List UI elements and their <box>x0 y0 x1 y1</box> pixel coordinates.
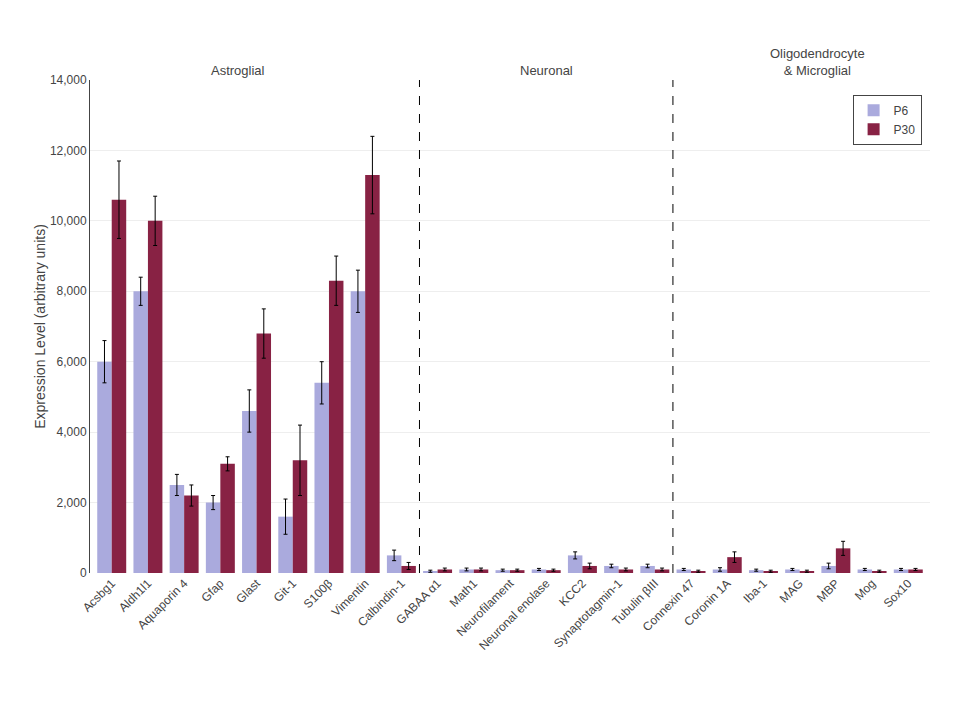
svg-text:4,000: 4,000 <box>57 425 87 439</box>
svg-text:Acsbg1: Acsbg1 <box>80 576 118 614</box>
svg-text:Aldh1l1: Aldh1l1 <box>116 576 154 614</box>
svg-text:Glast: Glast <box>233 576 263 606</box>
svg-text:Git-1: Git-1 <box>271 576 300 605</box>
svg-text:Connexin 47: Connexin 47 <box>640 576 698 634</box>
svg-text:MBP: MBP <box>814 576 842 604</box>
svg-text:Vimentin: Vimentin <box>329 576 372 619</box>
svg-text:12,000: 12,000 <box>50 144 87 158</box>
svg-text:Gfap: Gfap <box>198 576 227 605</box>
svg-text:Sox10: Sox10 <box>881 576 915 610</box>
svg-text:Coronin 1A: Coronin 1A <box>681 576 733 628</box>
svg-text:14,000: 14,000 <box>50 73 87 87</box>
svg-text:GABAA α1: GABAA α1 <box>393 576 444 627</box>
svg-text:Neurofilament: Neurofilament <box>454 576 517 639</box>
svg-text:Synaptotagmin-1: Synaptotagmin-1 <box>551 576 625 650</box>
svg-text:Iba-1: Iba-1 <box>741 576 770 605</box>
svg-text:8,000: 8,000 <box>57 284 87 298</box>
svg-text:Mog: Mog <box>852 576 878 602</box>
svg-text:KCC2: KCC2 <box>556 576 589 609</box>
svg-text:Expression Level (arbitrary un: Expression Level (arbitrary units) <box>32 224 48 429</box>
svg-text:Neuronal enolase: Neuronal enolase <box>476 576 553 653</box>
svg-text:MAG: MAG <box>777 576 806 605</box>
svg-text:Calbindin-1: Calbindin-1 <box>355 576 408 629</box>
svg-text:Tubulin βIII: Tubulin βIII <box>609 576 661 628</box>
svg-text:Math1: Math1 <box>447 576 481 610</box>
svg-text:Oligodendrocyte& Microglial: Oligodendrocyte& Microglial <box>770 46 865 78</box>
svg-text:0: 0 <box>80 566 87 580</box>
svg-text:P30: P30 <box>894 123 916 137</box>
svg-text:Neuronal: Neuronal <box>520 63 573 78</box>
svg-text:6,000: 6,000 <box>57 355 87 369</box>
svg-text:Aquaporin 4: Aquaporin 4 <box>135 576 191 632</box>
svg-text:S100β: S100β <box>301 576 336 611</box>
svg-text:2,000: 2,000 <box>57 496 87 510</box>
svg-text:Astroglial: Astroglial <box>211 63 265 78</box>
svg-text:P6: P6 <box>894 104 909 118</box>
svg-text:10,000: 10,000 <box>50 214 87 228</box>
